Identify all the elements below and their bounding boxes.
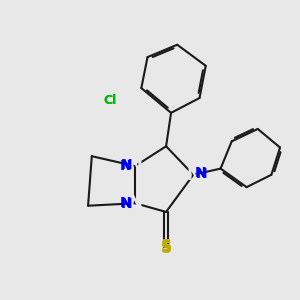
Text: N: N: [121, 158, 133, 172]
Text: S: S: [160, 239, 172, 254]
Text: N: N: [186, 166, 200, 184]
Text: N: N: [196, 167, 207, 181]
Text: N: N: [128, 194, 142, 212]
Text: S: S: [160, 241, 172, 256]
Text: N: N: [121, 197, 133, 211]
Text: N: N: [128, 157, 142, 175]
Text: N: N: [120, 159, 132, 173]
Text: N: N: [120, 196, 132, 210]
Text: S: S: [160, 238, 172, 256]
Text: Cl: Cl: [104, 94, 117, 107]
Text: N: N: [195, 166, 207, 180]
Text: Cl: Cl: [104, 94, 117, 107]
